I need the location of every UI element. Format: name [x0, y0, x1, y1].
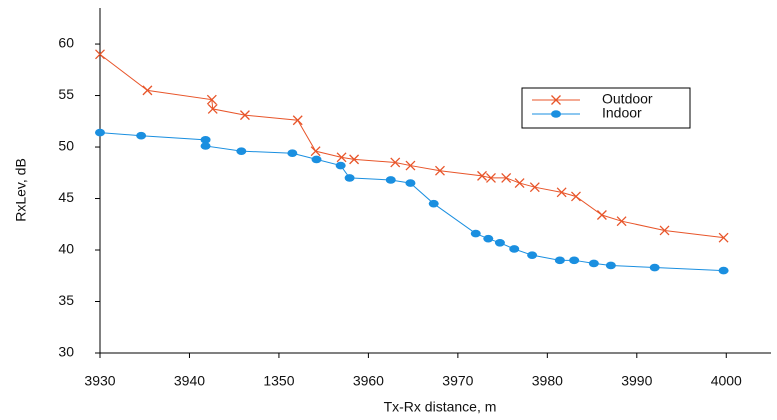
x-tick-label: 1350: [263, 373, 294, 389]
legend-marker: [551, 95, 561, 105]
y-tick-label: 35: [58, 292, 74, 308]
marker: [509, 245, 520, 253]
marker: [335, 161, 346, 170]
marker: [554, 256, 565, 265]
marker: [569, 256, 580, 265]
series-line: [99, 132, 724, 272]
marker: [287, 149, 298, 158]
y-tick-label: 40: [58, 241, 74, 257]
marker: [136, 131, 147, 140]
marker: [239, 110, 250, 121]
marker: [405, 160, 416, 171]
marker: [207, 103, 218, 114]
marker: [435, 165, 445, 176]
marker: [483, 234, 494, 243]
x-tick-label: 3970: [442, 373, 473, 389]
marker: [588, 259, 599, 268]
marker: [390, 157, 401, 168]
marker: [659, 225, 670, 236]
marker: [405, 179, 416, 187]
marker: [200, 136, 211, 144]
marker: [501, 172, 512, 183]
legend-label: Outdoor: [602, 91, 653, 107]
marker: [477, 170, 487, 181]
y-tick-label: 60: [58, 35, 74, 51]
x-tick-label: 4000: [711, 373, 742, 389]
x-tick-label: 3940: [174, 373, 205, 389]
marker: [494, 239, 505, 247]
x-tick-label: 3980: [532, 373, 563, 389]
marker: [428, 199, 439, 208]
marker: [486, 172, 496, 183]
marker: [718, 266, 729, 275]
marker: [336, 152, 347, 163]
marker: [571, 191, 581, 202]
y-tick-label: 45: [58, 189, 74, 205]
y-tick-label: 50: [58, 138, 74, 154]
marker: [311, 155, 322, 164]
marker: [310, 146, 321, 157]
marker: [470, 229, 481, 238]
legend-box: [521, 87, 691, 129]
marker: [718, 232, 729, 243]
marker: [200, 142, 211, 150]
marker: [385, 176, 396, 184]
legend-label: Indoor: [602, 105, 642, 121]
x-tick-label: 3990: [621, 373, 652, 389]
y-tick-label: 30: [58, 344, 74, 360]
marker: [514, 178, 525, 189]
y-tick-label: 55: [58, 86, 74, 102]
marker: [616, 216, 627, 227]
marker: [206, 94, 217, 105]
marker: [605, 261, 616, 270]
marker: [236, 147, 247, 155]
marker: [292, 115, 303, 126]
marker: [95, 49, 105, 60]
x-tick-label: 3960: [353, 373, 384, 389]
x-axis-label: Tx-Rx distance, m: [384, 399, 497, 415]
marker: [529, 182, 540, 193]
series-line: [99, 53, 724, 239]
marker: [596, 210, 607, 220]
x-tick-label: 3930: [84, 373, 115, 389]
marker: [556, 187, 567, 198]
marker: [649, 263, 660, 272]
marker: [527, 251, 538, 259]
marker: [349, 154, 360, 165]
marker: [344, 174, 355, 182]
y-axis-label: RxLev, dB: [13, 158, 29, 222]
marker: [142, 85, 153, 96]
marker: [95, 128, 105, 137]
legend-marker: [551, 110, 561, 118]
